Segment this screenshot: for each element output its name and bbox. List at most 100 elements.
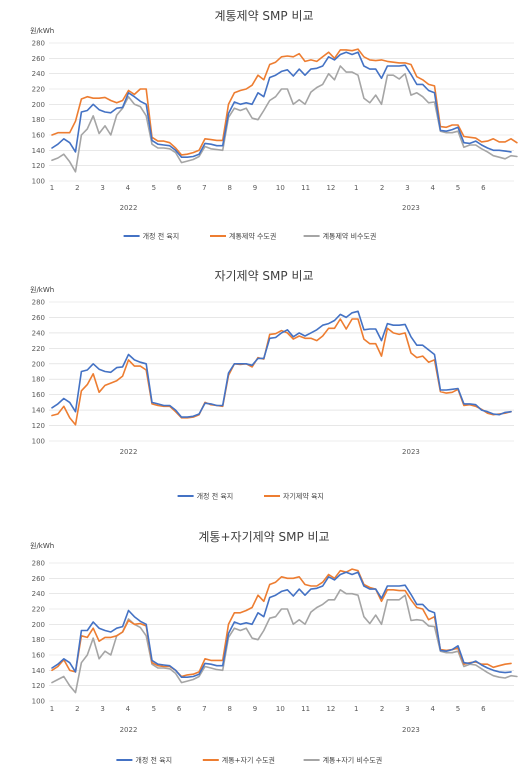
x-tick-label: 7	[202, 705, 206, 713]
series-line	[51, 571, 512, 678]
year-label: 2023	[402, 726, 420, 734]
y-tick-label: 200	[32, 101, 45, 109]
y-tick-label: 120	[32, 162, 45, 170]
series-line	[51, 65, 518, 173]
y-tick-label: 180	[32, 376, 45, 384]
legend-label: 계통제약 비수도권	[323, 232, 377, 241]
year-label: 2023	[402, 448, 420, 456]
x-tick-label: 4	[431, 184, 436, 192]
y-tick-label: 240	[32, 590, 45, 598]
y-tick-label: 180	[32, 636, 45, 644]
y-tick-label: 100	[32, 698, 45, 706]
y-tick-label: 180	[32, 116, 45, 124]
legend-label: 계통제약 수도권	[229, 232, 276, 241]
year-label: 2022	[120, 726, 138, 734]
x-tick-label: 5	[456, 184, 460, 192]
series-line	[51, 310, 512, 418]
y-axis-unit: 원/kWh	[30, 541, 54, 550]
x-tick-label: 5	[152, 705, 156, 713]
y-tick-label: 260	[32, 314, 45, 322]
x-tick-label: 9	[253, 184, 257, 192]
x-tick-label: 7	[202, 184, 206, 192]
x-tick-label: 9	[253, 705, 257, 713]
legend-label: 자기제약 육지	[283, 492, 324, 501]
y-tick-label: 120	[32, 422, 45, 430]
y-tick-label: 260	[32, 55, 45, 63]
legend-label: 계통+자기 수도권	[222, 756, 275, 765]
y-tick-label: 240	[32, 70, 45, 78]
y-tick-label: 100	[32, 178, 45, 186]
x-tick-label: 1	[354, 705, 358, 713]
y-tick-label: 280	[32, 40, 45, 48]
legend-label: 개정 전 육지	[197, 492, 234, 501]
y-axis-unit: 원/kWh	[30, 285, 54, 294]
x-tick-label: 12	[326, 184, 335, 192]
y-tick-label: 260	[32, 575, 45, 583]
x-tick-label: 3	[405, 705, 409, 713]
series-line	[51, 48, 518, 156]
series-line	[51, 51, 512, 158]
x-tick-label: 5	[456, 705, 460, 713]
series-line	[51, 589, 518, 694]
x-tick-label: 2	[75, 184, 79, 192]
y-tick-label: 100	[32, 438, 45, 446]
chart-title: 자기제약 SMP 비교	[214, 268, 313, 283]
chart-panel-3: 계통+자기제약 SMP 비교 원/kWh 100 120 140 160 180 200 220…	[0, 512, 529, 767]
year-label: 2022	[120, 448, 138, 456]
y-tick-label: 220	[32, 86, 45, 94]
x-tick-label: 2	[75, 705, 79, 713]
x-tick-label: 6	[177, 705, 182, 713]
series-line	[51, 568, 512, 678]
x-tick-label: 6	[177, 184, 182, 192]
y-tick-label: 240	[32, 329, 45, 337]
y-tick-label: 280	[32, 560, 45, 568]
x-tick-label: 11	[301, 184, 310, 192]
x-tick-label: 10	[276, 705, 285, 713]
x-tick-label: 2	[380, 184, 384, 192]
series-line	[51, 318, 512, 426]
x-tick-label: 8	[227, 184, 231, 192]
legend-label: 개정 전 육지	[143, 232, 180, 241]
y-tick-label: 160	[32, 652, 45, 660]
legend-label: 개정 전 육지	[135, 756, 172, 765]
x-tick-label: 12	[326, 705, 335, 713]
year-label: 2022	[120, 204, 138, 212]
y-tick-label: 280	[32, 299, 45, 307]
x-tick-label: 4	[126, 705, 131, 713]
x-tick-label: 1	[354, 184, 358, 192]
chart-1-svg: 계통제약 SMP 비교원/kWh 100 120 140 160 180 200 220 240…	[30, 8, 518, 241]
y-tick-label: 140	[32, 147, 45, 155]
x-tick-label: 5	[152, 184, 156, 192]
y-tick-label: 220	[32, 345, 45, 353]
y-tick-label: 160	[32, 132, 45, 140]
x-tick-label: 8	[227, 705, 231, 713]
chart-3-svg: 계통+자기제약 SMP 비교원/kWh100120140160180200220…	[30, 529, 518, 765]
x-tick-label: 6	[481, 705, 486, 713]
x-tick-label: 6	[481, 184, 486, 192]
y-tick-label: 160	[32, 391, 45, 399]
x-tick-label: 1	[50, 705, 54, 713]
x-tick-label: 1	[50, 184, 54, 192]
y-tick-label: 200	[32, 621, 45, 629]
x-tick-label: 10	[276, 184, 285, 192]
chart-title: 계통+자기제약 SMP 비교	[198, 529, 329, 544]
x-tick-label: 3	[405, 184, 409, 192]
chart-2-svg: 자기제약 SMP 비교원/kWh 100 120 140 160 180 200 220 240…	[30, 268, 514, 501]
y-tick-label: 220	[32, 606, 45, 614]
x-tick-label: 4	[126, 184, 131, 192]
y-tick-label: 120	[32, 682, 45, 690]
x-tick-label: 4	[431, 705, 436, 713]
year-label: 2023	[402, 204, 420, 212]
x-tick-label: 2	[380, 705, 384, 713]
legend-label: 계통+자기 비수도권	[323, 756, 383, 765]
chart-title: 계통제약 SMP 비교	[214, 8, 313, 23]
x-tick-label: 3	[100, 184, 104, 192]
y-axis-unit: 원/kWh	[30, 26, 54, 35]
y-tick-label: 200	[32, 360, 45, 368]
x-tick-label: 11	[301, 705, 310, 713]
y-tick-label: 140	[32, 407, 45, 415]
y-tick-label: 140	[32, 667, 45, 675]
x-tick-label: 3	[100, 705, 104, 713]
